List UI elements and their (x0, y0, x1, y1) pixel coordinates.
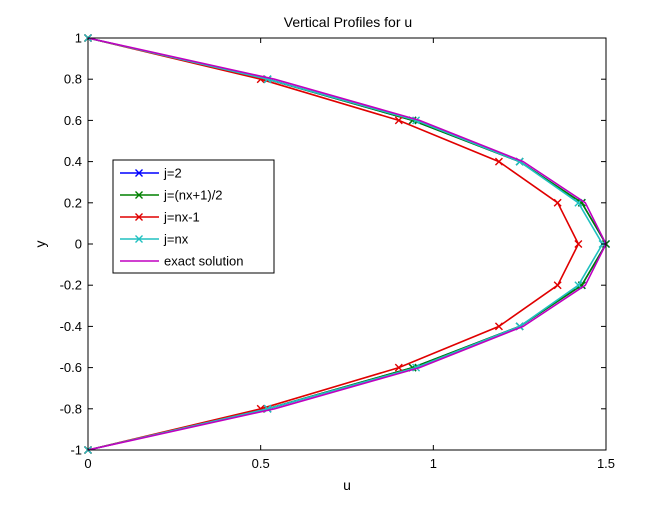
x-tick-label: 1.5 (597, 456, 615, 471)
y-tick-label: 1 (75, 31, 82, 46)
y-tick-label: -0.4 (60, 319, 82, 334)
legend: j=2 j=(nx+1)/2 j=nx-1 j=nx exact solution (112, 159, 275, 274)
ticks-layer: 0 0.5 1 1.5 -1 -0.8 -0.6 -0.4 -0.2 0 0.2 0.4 0.6 0.8 1 (60, 31, 615, 472)
chart-title: Vertical Profiles for u (284, 14, 412, 30)
y-tick-label: -0.2 (60, 278, 82, 293)
legend-entry: j=2 (120, 166, 182, 181)
y-tick-label: 0.2 (64, 195, 82, 210)
data-point (553, 198, 562, 207)
legend-marker (135, 191, 143, 199)
x-axis-label: u (343, 477, 351, 493)
data-point (574, 240, 583, 248)
legend-label: j=2 (163, 166, 182, 181)
legend-marker (135, 213, 143, 221)
data-point (394, 363, 403, 372)
y-axis-label: y (32, 241, 48, 248)
y-tick-label: 0.6 (64, 113, 82, 128)
legend-label: j=nx (163, 232, 189, 247)
legend-label: j=nx-1 (163, 210, 200, 225)
legend-entry: j=nx-1 (120, 210, 200, 225)
y-tick-label: -0.6 (60, 360, 82, 375)
legend-marker (135, 235, 143, 243)
x-tick-label: 0.5 (252, 456, 270, 471)
x-tick-label: 1 (430, 456, 437, 471)
y-tick-label: -1 (70, 443, 82, 458)
data-point (394, 116, 403, 125)
legend-items: j=2 j=(nx+1)/2 j=nx-1 j=nx exact solution (120, 166, 244, 269)
y-tick-label: 0 (75, 237, 82, 252)
legend-label: exact solution (164, 254, 244, 269)
y-tick-label: 0.8 (64, 72, 82, 87)
x-tick-label: 0 (84, 456, 91, 471)
legend-entry: exact solution (120, 254, 244, 269)
legend-entry: j=(nx+1)/2 (120, 188, 223, 203)
data-point (494, 322, 503, 331)
legend-label: j=(nx+1)/2 (163, 188, 223, 203)
y-tick-label: 0.4 (64, 154, 82, 169)
data-point (553, 281, 562, 290)
data-point (494, 157, 503, 166)
y-tick-label: -0.8 (60, 401, 82, 416)
legend-entry: j=nx (120, 232, 189, 247)
legend-marker (135, 169, 143, 177)
